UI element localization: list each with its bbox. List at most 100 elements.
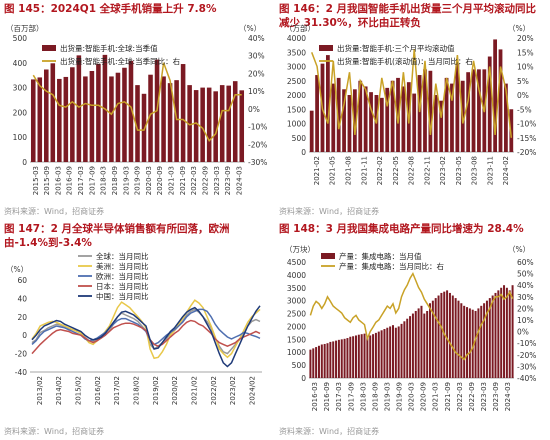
- bar: [491, 295, 494, 378]
- bar: [343, 338, 346, 378]
- y-right-tick-label: 10%: [517, 316, 534, 325]
- y-right-tick-label: 10%: [248, 87, 265, 96]
- bar: [141, 93, 147, 162]
- chart-svg: -40 -20 0 20 40 60 （%） 2013/02 2014/02 2015/02 201…: [6, 251, 262, 405]
- x-tick-label: 2022-02: [376, 156, 384, 185]
- y-right-tick-label: -15%: [517, 134, 536, 143]
- y-right-tick-label: 15%: [517, 48, 534, 57]
- y-left-tick-label: 3500: [287, 284, 306, 293]
- x-tick-label: 2017-09: [88, 166, 96, 195]
- x-tick-label: 2020/02: [171, 376, 179, 405]
- bar: [448, 292, 451, 378]
- bar: [57, 78, 62, 162]
- x-tick-label: 2023-02: [439, 156, 447, 185]
- bar: [109, 76, 114, 162]
- bar: [193, 90, 199, 162]
- y-left-tick-label: 4500: [287, 258, 306, 267]
- bar: [451, 295, 454, 378]
- bar: [336, 77, 341, 152]
- bar: [342, 89, 346, 152]
- chart-svg: 0 500 1000 1500 2000 2500 3000 3500 4000 4500 （万块）…: [285, 244, 536, 411]
- bar: [174, 80, 179, 162]
- bar: [76, 55, 82, 162]
- bar: [428, 70, 433, 152]
- bar: [380, 330, 383, 378]
- y-right-tick-label: 50%: [517, 270, 534, 279]
- y-right-unit: （%）: [239, 24, 261, 33]
- bar: [50, 63, 56, 162]
- bar: [509, 109, 514, 152]
- bar: [397, 326, 400, 378]
- bar: [411, 313, 414, 378]
- y-right-tick-label: -30%: [517, 362, 536, 371]
- x-tick-label: 2022-08: [408, 156, 416, 185]
- y-left-tick-label: -40: [15, 368, 27, 377]
- x-tick-label: 2020-09: [420, 382, 428, 411]
- x-tick-label: 2019/02: [152, 376, 160, 405]
- bar: [317, 345, 320, 378]
- x-tick-label: 2023-08: [471, 156, 479, 185]
- bar: [508, 290, 511, 378]
- legend-swatch: [321, 253, 335, 259]
- y-left-unit: （万块）: [285, 244, 315, 254]
- x-tick-label: 2019-03: [122, 166, 130, 195]
- source-note: 资料来源：Wind，招商证券: [279, 207, 380, 216]
- bar: [423, 313, 426, 378]
- legend-label: 产量：集成电路：当月值: [339, 251, 422, 261]
- x-tick-label: 2016/02: [94, 376, 102, 405]
- bar: [30, 79, 36, 162]
- y-left-tick-label: 0: [301, 374, 306, 383]
- x-tick-label: 2020-09: [156, 166, 164, 195]
- bar: [135, 85, 140, 162]
- bar: [167, 83, 173, 162]
- bar: [457, 300, 460, 378]
- bar: [206, 87, 212, 162]
- bar: [498, 49, 503, 152]
- bar: [412, 93, 417, 152]
- series-line: [310, 49, 513, 138]
- x-tick-label: 2022/02: [210, 376, 218, 405]
- legend-label: 美洲：当月同比: [96, 261, 149, 271]
- x-tick-label: 2017/02: [113, 376, 121, 405]
- x-tick-label: 2021/02: [190, 376, 198, 405]
- bar: [354, 335, 357, 378]
- y-left-tick-label: 400: [13, 59, 28, 68]
- bar: [346, 338, 349, 378]
- y-left-tick-label: 4000: [287, 34, 306, 43]
- bar: [439, 100, 444, 152]
- x-tick-label: 2019-03: [383, 382, 391, 411]
- bar: [363, 333, 366, 378]
- bar: [394, 327, 397, 378]
- y-left-tick-label: 1500: [287, 335, 306, 344]
- bar: [326, 343, 329, 378]
- x-tick-label: 2023-09: [492, 382, 500, 411]
- bar: [369, 335, 372, 378]
- bar: [239, 90, 245, 162]
- x-tick-label: 2020-03: [145, 166, 153, 195]
- bar: [414, 310, 417, 378]
- bar: [455, 63, 460, 152]
- bar: [340, 339, 343, 378]
- x-tick-label: 2023-11: [486, 156, 494, 185]
- x-tick-label: 2024-02: [502, 156, 510, 185]
- bar: [463, 305, 466, 378]
- x-tick-label: 2023-09: [224, 166, 232, 195]
- y-left-tick-label: 20: [17, 313, 27, 322]
- bar: [417, 308, 420, 378]
- y-right-tick-label: 0%: [517, 91, 529, 100]
- bar: [466, 307, 469, 378]
- y-left-tick-label: 2000: [287, 91, 306, 100]
- y-left-tick-label: 0: [301, 148, 306, 157]
- bar: [391, 325, 394, 378]
- series-line: [31, 319, 261, 355]
- y-right-tick-label: -40%: [517, 374, 536, 383]
- x-tick-label: 2016-09: [323, 382, 331, 411]
- bar: [360, 334, 363, 378]
- y-left-tick-label: 2000: [287, 322, 306, 331]
- y-right-tick-label: 20%: [517, 34, 534, 43]
- chart-svg: 0 500 1000 1500 2000 2500 3000 3500 4000（万部） -20%…: [285, 23, 536, 185]
- chart-svg: 0 100 200 300 400 500（百万部） -30% -20% -10% 0% 10% 20…: [6, 23, 267, 195]
- bar: [96, 63, 101, 162]
- x-tick-label: 2015/02: [74, 376, 82, 405]
- bar: [187, 85, 192, 162]
